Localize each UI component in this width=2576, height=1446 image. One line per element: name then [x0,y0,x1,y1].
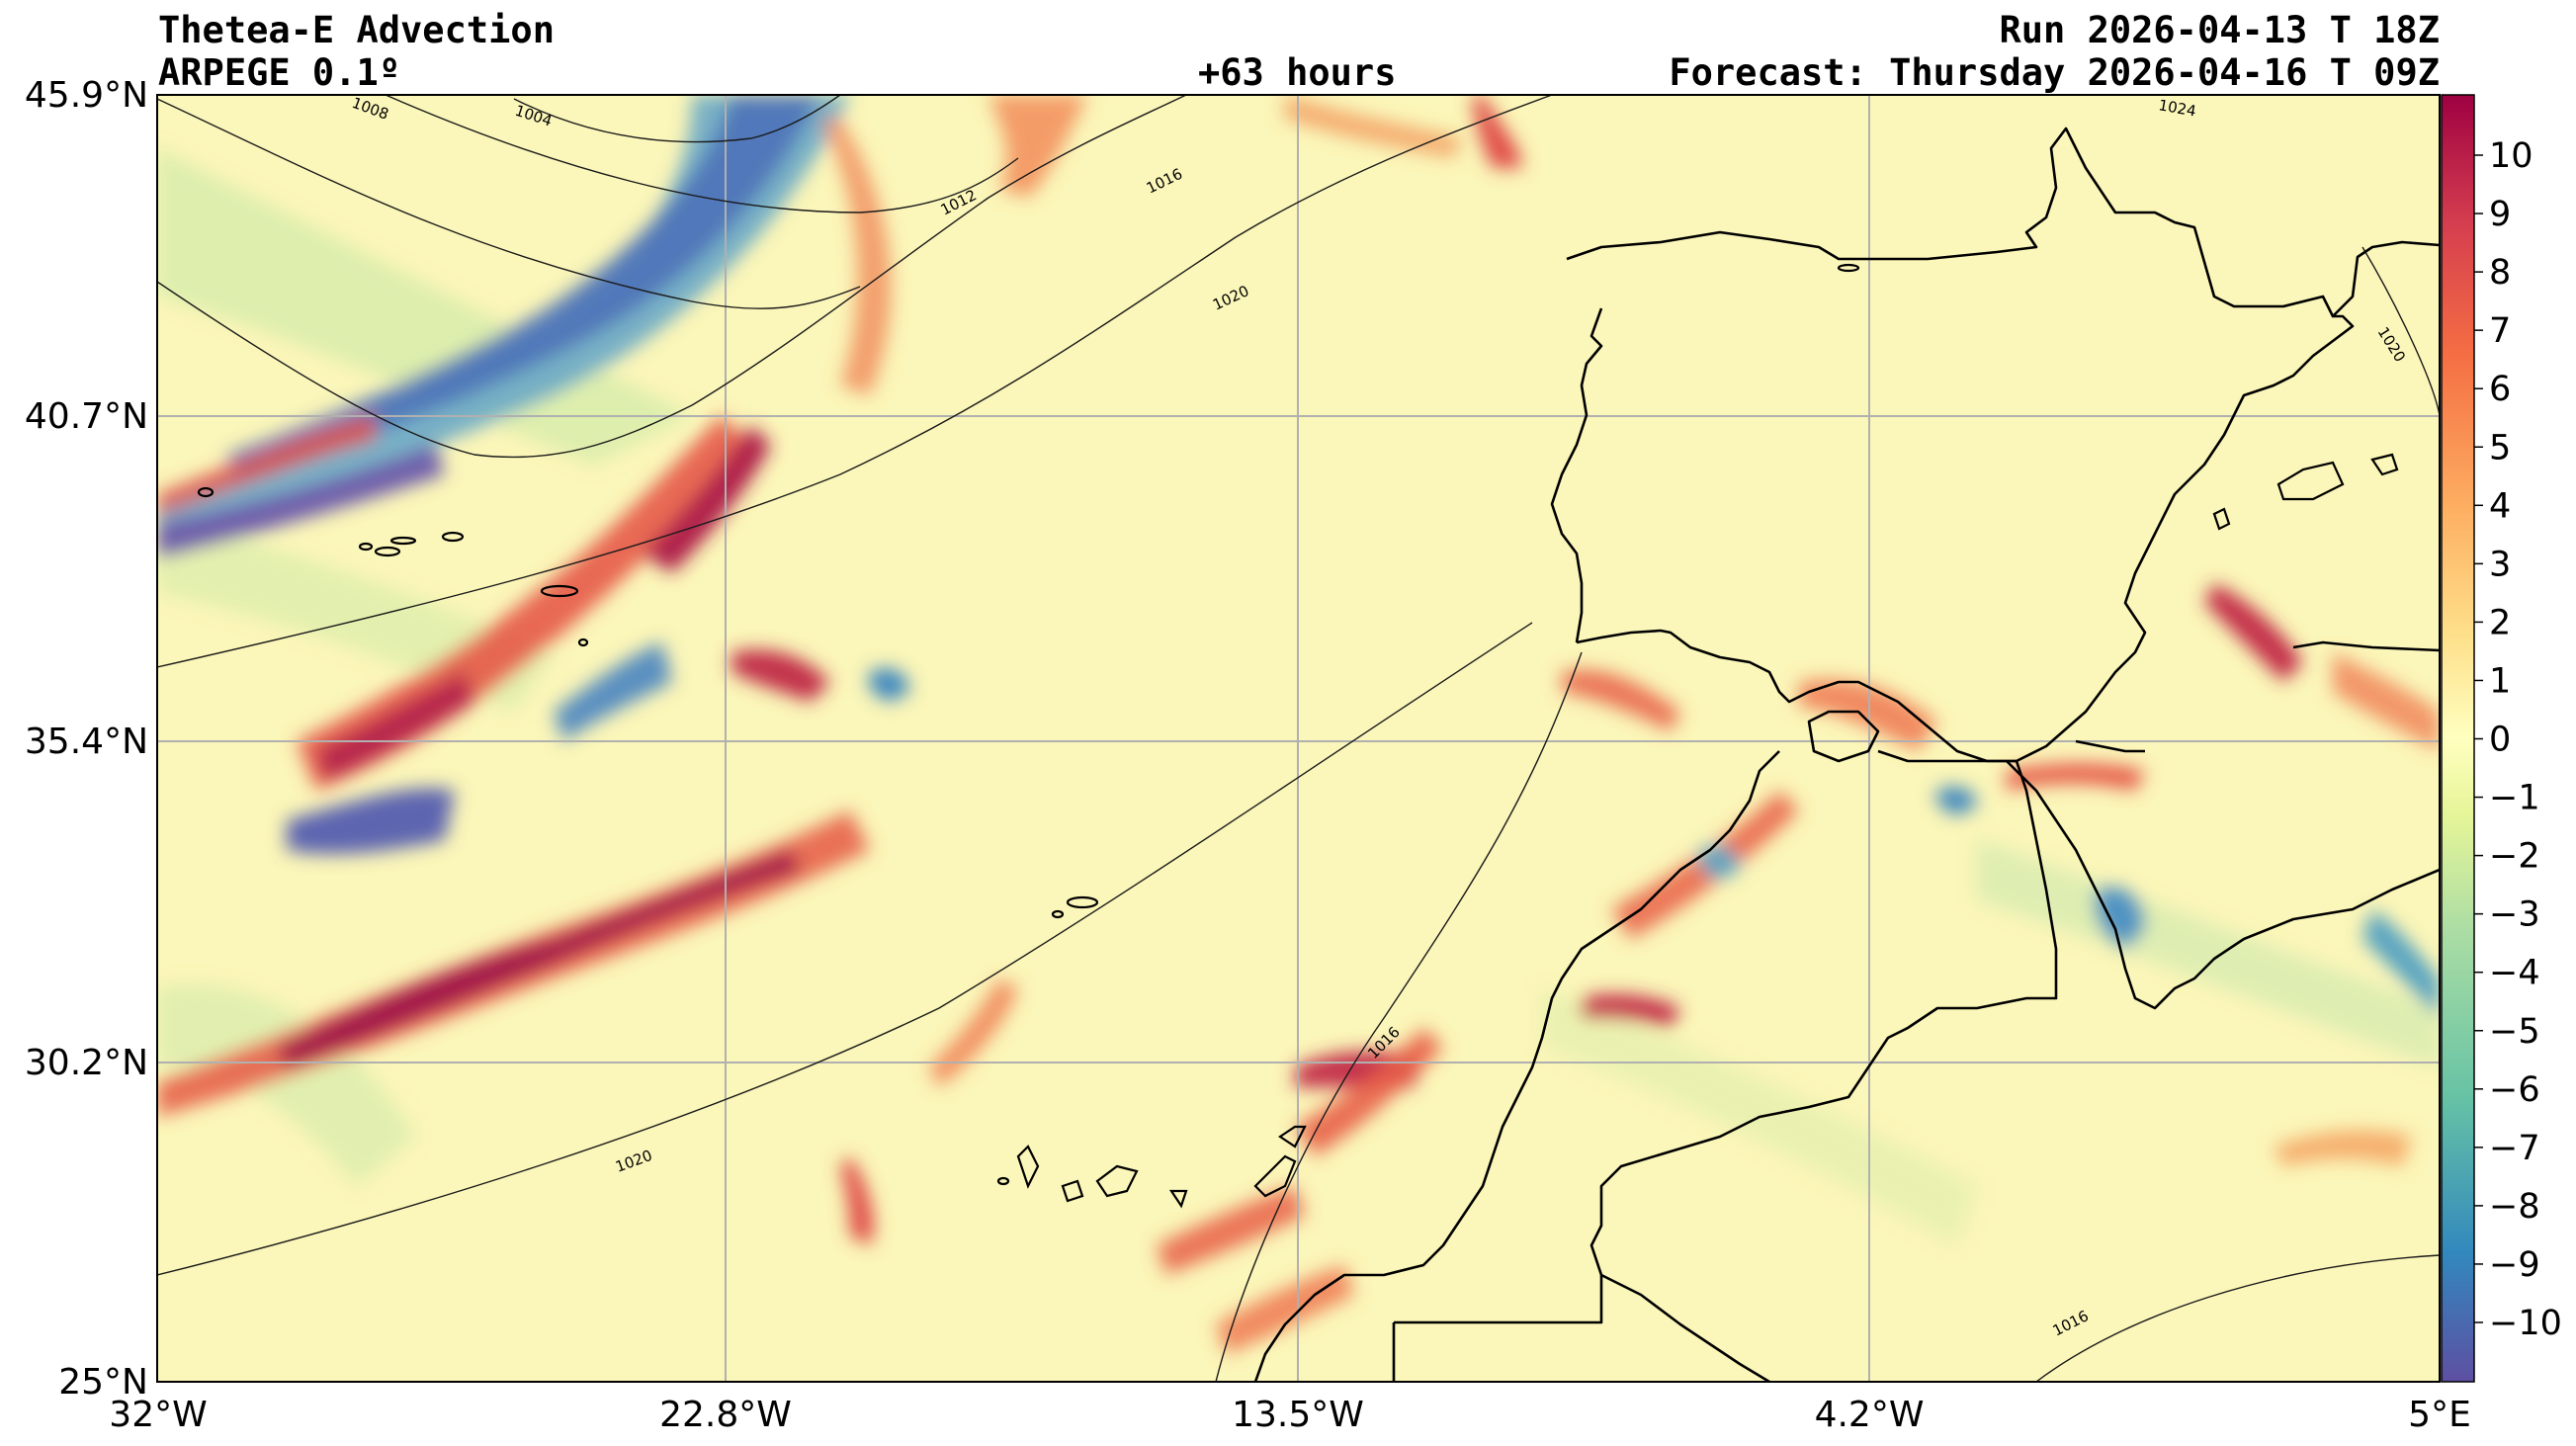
lat-label: 25°N [58,1362,148,1403]
isobars [157,95,2440,1382]
colorbar-tick-label: −3 [2489,895,2540,935]
forecast-lead-time: +63 hours [1198,51,1397,94]
colorbar-tick-label: 0 [2489,721,2511,760]
colorbar-tick-label: 3 [2489,545,2511,584]
coastlines [1253,127,2440,1382]
colorbar-tick-label: −6 [2489,1070,2540,1110]
lon-label: 13.5°W [1232,1395,1364,1435]
lon-label: 22.8°W [659,1395,792,1435]
run-time: Run 2026-04-13 T 18Z [1999,9,2440,51]
colorbar-tick-label: −2 [2489,837,2540,877]
colorbar-tick-label: 5 [2489,428,2511,468]
lat-label: 30.2°N [25,1043,148,1083]
colorbar-tick-label: 1 [2489,661,2511,701]
colorbar-gradient [2441,94,2475,1383]
colorbar-tick-label: 10 [2489,136,2533,176]
lon-label: 4.2°W [1815,1395,1925,1435]
colorbar-tick-label: −7 [2489,1129,2540,1168]
colorbar-tick-label: 8 [2489,253,2511,293]
colorbar-tick-label: −4 [2489,954,2540,993]
colorbar-tick-label: 9 [2489,195,2511,234]
lat-label: 40.7°N [25,396,148,437]
plot-frame [156,94,2441,1383]
map-title: Thetea-E Advection [158,9,555,51]
colorbar-tick-label: 2 [2489,603,2511,642]
colorbar-tick-label: 7 [2489,311,2511,351]
colorbar-tick-label: −5 [2489,1012,2540,1052]
lon-label: 32°W [109,1395,207,1435]
islands [197,263,2399,1209]
colorbar-tick-label: −10 [2489,1304,2562,1343]
graticule [157,95,2440,1382]
model-name: ARPEGE 0.1º [158,51,401,94]
colorbar-tick-label: −8 [2489,1187,2540,1227]
longitude-labels: 32°W 22.8°W 13.5°W 4.2°W 5°E [109,1395,2471,1435]
colorbar-tick-label: −1 [2489,779,2540,818]
forecast-valid-time: Forecast: Thursday 2026-04-16 T 09Z [1669,51,2440,94]
colorbar-tick-label: 6 [2489,370,2511,409]
lat-label: 35.4°N [25,722,148,762]
advection-field [157,95,2440,1382]
latitude-labels: 45.9°N 40.7°N 35.4°N 30.2°N 25°N [25,75,148,1403]
lon-label: 5°E [2408,1395,2471,1435]
colorbar-tick-label: −9 [2489,1245,2540,1285]
lat-label: 45.9°N [25,75,148,116]
colorbar-tick-label: 4 [2489,486,2511,526]
